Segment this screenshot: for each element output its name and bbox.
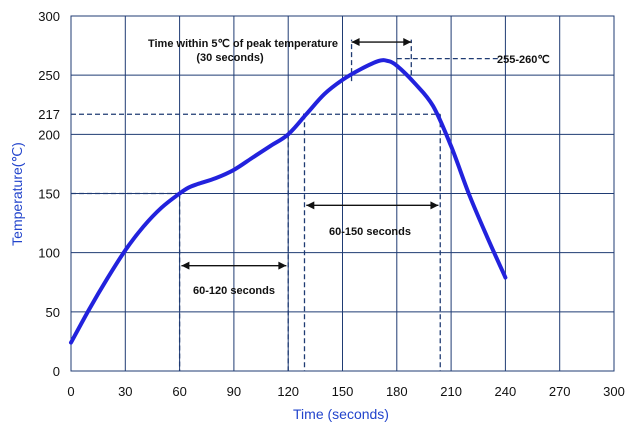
y-tick-label: 200	[38, 127, 60, 142]
peak-window-arrow-head-right	[403, 38, 412, 47]
y-tick-labels: 0 50 100 150 200 250 300 217	[38, 9, 60, 379]
x-tick-label: 180	[386, 384, 408, 399]
preheat-arrow-head-right	[278, 261, 287, 270]
x-axis-label: Time (seconds)	[293, 406, 389, 422]
x-tick-labels: 0 30 60 90 120 150 180 210 240 270 300	[67, 384, 624, 399]
y-tick-label: 150	[38, 187, 60, 202]
dashed-guides	[71, 39, 502, 371]
x-tick-label: 240	[495, 384, 517, 399]
y-tick-label-217: 217	[38, 107, 60, 122]
x-tick-label: 270	[549, 384, 571, 399]
y-tick-label: 0	[53, 364, 60, 379]
x-tick-label: 300	[603, 384, 625, 399]
x-tick-label: 90	[227, 384, 241, 399]
above-217-arrow-head-left	[306, 201, 315, 210]
x-tick-label: 120	[277, 384, 299, 399]
y-tick-label: 250	[38, 68, 60, 83]
x-tick-label: 210	[440, 384, 462, 399]
annotation-arrows	[181, 38, 439, 270]
above-217-arrow-head-right	[430, 201, 439, 210]
y-tick-label: 50	[46, 305, 60, 320]
x-tick-label: 0	[67, 384, 74, 399]
above-217-duration-label: 60-150 seconds	[329, 226, 411, 238]
preheat-arrow-head-left	[181, 261, 190, 270]
peak-window-label: Time within 5℃ of peak temperature	[148, 38, 338, 50]
x-tick-label: 30	[118, 384, 132, 399]
peak-range-label: 255-260℃	[497, 54, 550, 66]
y-tick-label: 100	[38, 246, 60, 261]
y-axis-label: Temperature(℃)	[9, 142, 25, 246]
y-tick-label: 300	[38, 9, 60, 24]
temperature-curve	[69, 58, 508, 345]
preheat-duration-label: 60-120 seconds	[193, 285, 275, 297]
peak-window-arrow-head-left	[351, 38, 360, 47]
peak-window-duration: (30 seconds)	[196, 52, 264, 64]
x-tick-label: 60	[172, 384, 186, 399]
x-tick-label: 150	[332, 384, 354, 399]
